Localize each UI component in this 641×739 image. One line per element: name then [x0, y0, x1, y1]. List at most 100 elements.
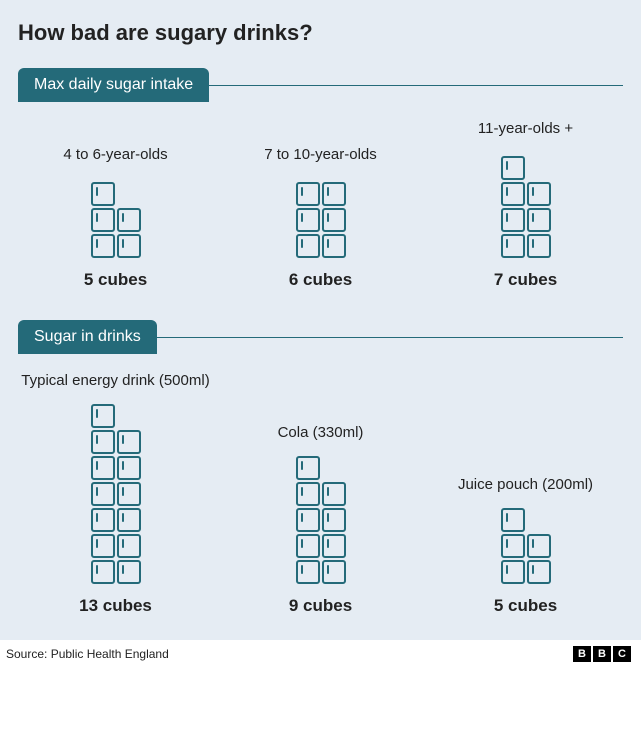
sugar-cube-icon	[501, 182, 525, 206]
age-group-7-10: 7 to 10-year-olds 6 cubes	[223, 146, 418, 290]
cube-row	[501, 234, 551, 258]
section-tab-2: Sugar in drinks	[18, 320, 157, 354]
sugar-cube-icon	[527, 234, 551, 258]
cube-row	[91, 182, 115, 206]
daily-intake-row: 4 to 6-year-olds 5 cubes 7 to 10-year-ol…	[18, 120, 623, 290]
drink-juice: Juice pouch (200ml) 5 cubes	[428, 476, 623, 616]
sugar-cube-icon	[117, 234, 141, 258]
cube-row	[91, 234, 141, 258]
sugar-cube-icon	[527, 182, 551, 206]
cube-row	[91, 208, 141, 232]
cube-row	[501, 560, 551, 584]
section-divider-1	[209, 85, 623, 86]
cubes-stack	[91, 180, 141, 258]
cube-row	[91, 560, 141, 584]
cube-row	[91, 404, 115, 428]
sugar-cube-icon	[296, 508, 320, 532]
cube-row	[501, 508, 525, 532]
section-header-1: Max daily sugar intake	[18, 68, 623, 102]
sugar-cube-icon	[91, 508, 115, 532]
cube-row	[91, 534, 141, 558]
cube-row	[296, 508, 346, 532]
group-label: Typical energy drink (500ml)	[21, 372, 209, 392]
cube-row	[91, 456, 141, 480]
sugar-cube-icon	[117, 560, 141, 584]
group-label: 7 to 10-year-olds	[264, 146, 377, 166]
cubes-stack	[91, 402, 141, 584]
cubes-stack	[501, 154, 551, 258]
sugar-cube-icon	[527, 534, 551, 558]
group-label: 11-year-olds +	[478, 120, 573, 140]
sugar-cube-icon	[322, 482, 346, 506]
group-label: Cola (330ml)	[278, 424, 364, 444]
sugar-cube-icon	[91, 560, 115, 584]
sugar-cube-icon	[117, 208, 141, 232]
cube-row	[296, 456, 320, 480]
sugar-cube-icon	[296, 208, 320, 232]
infographic-container: How bad are sugary drinks? Max daily sug…	[0, 0, 641, 640]
cube-count: 5 cubes	[84, 270, 147, 290]
sugar-cube-icon	[117, 456, 141, 480]
cube-row	[501, 156, 525, 180]
sugar-cube-icon	[296, 234, 320, 258]
sugar-cube-icon	[91, 430, 115, 454]
sugar-cube-icon	[91, 534, 115, 558]
bbc-logo-block: B	[573, 646, 591, 662]
group-label: 4 to 6-year-olds	[63, 146, 167, 166]
cube-count: 7 cubes	[494, 270, 557, 290]
section-divider-2	[157, 337, 623, 338]
sugar-cube-icon	[322, 234, 346, 258]
sugar-cube-icon	[501, 508, 525, 532]
cube-row	[296, 482, 346, 506]
cube-row	[91, 482, 141, 506]
cube-row	[501, 182, 551, 206]
group-label: Juice pouch (200ml)	[458, 476, 593, 496]
sugar-cube-icon	[117, 534, 141, 558]
sugar-cube-icon	[322, 182, 346, 206]
sugar-cube-icon	[296, 182, 320, 206]
cube-row	[296, 234, 346, 258]
cubes-stack	[296, 180, 346, 258]
section-tab-1: Max daily sugar intake	[18, 68, 209, 102]
sugar-cube-icon	[501, 208, 525, 232]
cube-count: 5 cubes	[494, 596, 557, 616]
sugar-cube-icon	[117, 482, 141, 506]
sugar-cube-icon	[117, 508, 141, 532]
footer: Source: Public Health England B B C	[0, 640, 641, 666]
bbc-logo: B B C	[573, 646, 631, 662]
sugar-cube-icon	[296, 456, 320, 480]
cube-count: 13 cubes	[79, 596, 152, 616]
bbc-logo-block: C	[613, 646, 631, 662]
sugar-cube-icon	[296, 534, 320, 558]
sugar-cube-icon	[322, 208, 346, 232]
drink-cola: Cola (330ml) 9 cubes	[223, 424, 418, 616]
page-title: How bad are sugary drinks?	[18, 20, 623, 46]
sugar-cube-icon	[117, 430, 141, 454]
sugar-cube-icon	[91, 208, 115, 232]
sugar-cube-icon	[527, 208, 551, 232]
cube-row	[296, 182, 346, 206]
sugar-cube-icon	[322, 508, 346, 532]
cube-row	[501, 208, 551, 232]
sugar-cube-icon	[501, 560, 525, 584]
cube-row	[91, 508, 141, 532]
cubes-stack	[296, 454, 346, 584]
drink-energy: Typical energy drink (500ml) 13 cubes	[18, 372, 213, 616]
cubes-stack	[501, 506, 551, 584]
sugar-cube-icon	[91, 482, 115, 506]
sugar-cube-icon	[296, 560, 320, 584]
sugar-cube-icon	[501, 156, 525, 180]
cube-row	[501, 534, 551, 558]
section-header-2: Sugar in drinks	[18, 320, 623, 354]
sugar-cube-icon	[91, 182, 115, 206]
source-text: Source: Public Health England	[6, 647, 169, 661]
cube-row	[296, 208, 346, 232]
sugar-cube-icon	[91, 456, 115, 480]
sugar-cube-icon	[501, 234, 525, 258]
sugar-cube-icon	[501, 534, 525, 558]
cube-row	[296, 560, 346, 584]
cube-count: 9 cubes	[289, 596, 352, 616]
age-group-4-6: 4 to 6-year-olds 5 cubes	[18, 146, 213, 290]
sugar-cube-icon	[91, 234, 115, 258]
age-group-11-plus: 11-year-olds + 7 cubes	[428, 120, 623, 290]
